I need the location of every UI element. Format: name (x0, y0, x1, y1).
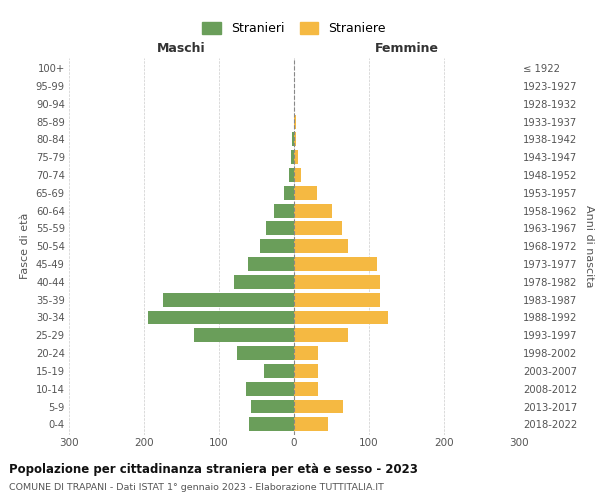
Text: Femmine: Femmine (374, 42, 439, 55)
Bar (148, 310, 294, 324)
Bar (246, 382, 294, 396)
Bar (294, 292, 380, 306)
Bar (234, 275, 294, 289)
Bar (294, 275, 380, 289)
Bar (249, 418, 294, 432)
Bar (294, 310, 388, 324)
Bar (294, 418, 328, 432)
Bar (294, 400, 343, 413)
Bar (251, 400, 294, 413)
Bar (294, 186, 317, 200)
Bar (294, 328, 348, 342)
Bar (292, 132, 294, 146)
Bar (274, 204, 294, 218)
Y-axis label: Anni di nascita: Anni di nascita (584, 205, 595, 288)
Bar (294, 150, 298, 164)
Bar (289, 168, 294, 182)
Bar (266, 222, 294, 235)
Bar (294, 204, 331, 218)
Legend: Stranieri, Straniere: Stranieri, Straniere (199, 18, 389, 39)
Bar (294, 382, 318, 396)
Bar (248, 257, 294, 271)
Bar (294, 364, 318, 378)
Bar (163, 292, 294, 306)
Bar (264, 364, 294, 378)
Y-axis label: Fasce di età: Fasce di età (20, 213, 30, 280)
Bar (294, 346, 318, 360)
Bar (284, 186, 294, 200)
Bar (291, 150, 294, 164)
Bar (260, 240, 294, 253)
Bar (294, 222, 342, 235)
Bar (237, 346, 294, 360)
Text: Maschi: Maschi (157, 42, 206, 55)
Bar (194, 328, 294, 342)
Text: Popolazione per cittadinanza straniera per età e sesso - 2023: Popolazione per cittadinanza straniera p… (9, 462, 418, 475)
Bar (294, 240, 348, 253)
Bar (294, 132, 296, 146)
Bar (294, 168, 301, 182)
Bar (294, 257, 377, 271)
Text: COMUNE DI TRAPANI - Dati ISTAT 1° gennaio 2023 - Elaborazione TUTTITALIA.IT: COMUNE DI TRAPANI - Dati ISTAT 1° gennai… (9, 484, 384, 492)
Bar (294, 114, 296, 128)
